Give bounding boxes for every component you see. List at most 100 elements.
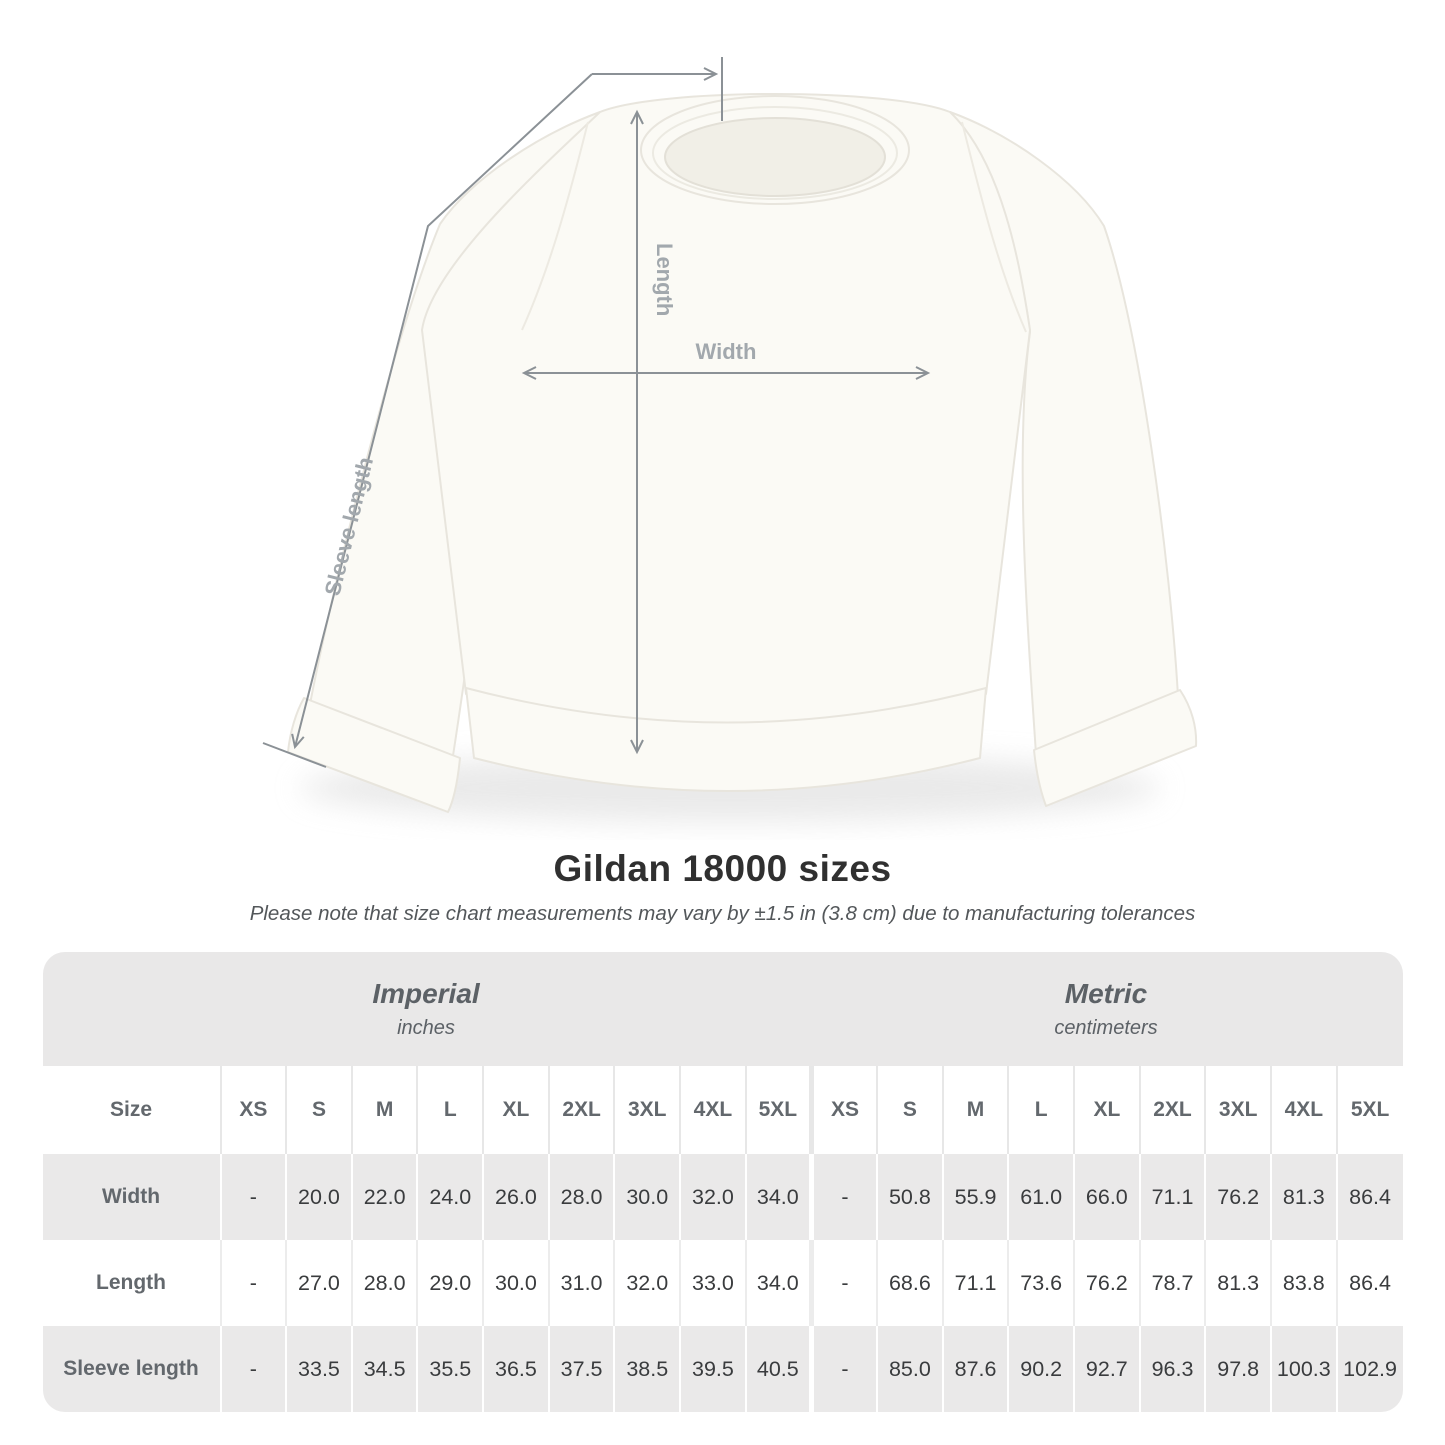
sweatshirt-illustration (287, 93, 1198, 813)
metric-value-cell: 92.7 (1073, 1326, 1140, 1412)
imperial-value-cell: 37.5 (547, 1326, 615, 1412)
metric-value-cell: 86.4 (1335, 1154, 1403, 1240)
imperial-value-cell: 31.0 (547, 1240, 615, 1326)
size-header-metric-2xl: 2XL (1138, 1066, 1206, 1154)
metric-value-cell: 90.2 (1007, 1326, 1075, 1412)
size-header-metric-s: S (876, 1066, 943, 1154)
size-header-imperial-l: L (416, 1066, 484, 1154)
imperial-value-cell: 39.5 (679, 1326, 746, 1412)
metric-value-cell: 87.6 (941, 1326, 1009, 1412)
imperial-value-cell: 32.0 (679, 1154, 746, 1240)
imperial-value-cell: 40.5 (744, 1326, 812, 1412)
width-label: Width (696, 339, 757, 364)
cuff-reference-tick (262, 742, 327, 768)
metric-value-cell: 96.3 (1138, 1326, 1206, 1412)
metric-value-cell: 81.3 (1270, 1154, 1337, 1240)
metric-value-cell: 76.2 (1073, 1240, 1140, 1326)
imperial-value-cell: 22.0 (350, 1154, 418, 1240)
left-armhole-seam (521, 121, 589, 331)
metric-value-cell: 76.2 (1204, 1154, 1271, 1240)
size-header-metric-3xl: 3XL (1204, 1066, 1271, 1154)
metric-value-cell: - (808, 1326, 878, 1412)
metric-value-cell: 55.9 (941, 1154, 1009, 1240)
size-header-imperial-xs: XS (219, 1066, 287, 1154)
imperial-unit: inches (397, 1017, 455, 1039)
imperial-value-cell: - (219, 1326, 287, 1412)
imperial-group-header: Imperial inches (43, 978, 810, 1040)
row-label: Length (42, 1240, 221, 1326)
imperial-value-cell: 34.0 (744, 1240, 812, 1326)
unit-band: Imperial inches Metric centimeters (42, 952, 1403, 1066)
size-header-imperial-s: S (285, 1066, 352, 1154)
size-column-header: Size (42, 1066, 221, 1154)
metric-value-cell: 85.0 (876, 1326, 943, 1412)
measurement-row-width: Width -20.0 22.0 24.0 26.0 28.0 30.0 32.0 34.0-5… (42, 1154, 1403, 1240)
metric-value-cell: 86.4 (1335, 1240, 1403, 1326)
metric-unit: centimeters (1054, 1017, 1158, 1039)
collar-inner (664, 117, 886, 197)
size-table-body: Width -20.0 22.0 24.0 26.0 28.0 30.0 32.0 34.0-5… (42, 1154, 1403, 1412)
metric-title: Metric (1064, 978, 1148, 1009)
size-header-metric-l: L (1007, 1066, 1075, 1154)
measurement-row-sleeve-length: Sleeve length -33.5 34.5 35.5 36.5 37.5 38.5 39… (42, 1326, 1403, 1412)
metric-value-cell: 61.0 (1007, 1154, 1075, 1240)
size-header-metric-m: M (941, 1066, 1009, 1154)
left-cuff (287, 697, 461, 813)
metric-value-cell: 78.7 (1138, 1240, 1206, 1326)
metric-group-header: Metric centimeters (810, 978, 1403, 1040)
size-header-metric-4xl: 4XL (1270, 1066, 1337, 1154)
imperial-value-cell: 36.5 (482, 1326, 549, 1412)
size-header-imperial-5xl: 5XL (744, 1066, 812, 1154)
imperial-value-cell: - (219, 1240, 287, 1326)
imperial-value-cell: 27.0 (285, 1240, 352, 1326)
metric-value-cell: 81.3 (1204, 1240, 1271, 1326)
page-title: Gildan 18000 sizes (553, 848, 892, 889)
imperial-value-cell: 28.0 (350, 1240, 418, 1326)
sleeve-dimension-line (291, 73, 593, 750)
measurement-annotations (262, 57, 931, 768)
imperial-value-cell: 29.0 (416, 1240, 484, 1326)
metric-value-cell: 71.1 (1138, 1154, 1206, 1240)
imperial-title: Imperial (372, 978, 480, 1009)
imperial-value-cell: 30.0 (482, 1240, 549, 1326)
imperial-value-cell: 33.0 (679, 1240, 746, 1326)
size-header-row: Size XS S M L XL 2XL 3XL 4XL 5XL XS S M L XL 2XL 3XL 4XL 5… (42, 1066, 1403, 1154)
size-header-imperial-4xl: 4XL (679, 1066, 746, 1154)
product-figure: Width Length Sleeve length (262, 57, 1198, 822)
heading-block: Gildan 18000 sizes Please note that size… (0, 848, 1445, 926)
size-header-metric-xl: XL (1073, 1066, 1140, 1154)
metric-value-cell: 50.8 (876, 1154, 943, 1240)
sweatshirt-measurement-diagram: Width Length Sleeve length (262, 57, 1198, 822)
imperial-value-cell: 28.0 (547, 1154, 615, 1240)
measurement-row-length: Length -27.0 28.0 29.0 30.0 31.0 32.0 33.0 34.0-… (42, 1240, 1403, 1326)
metric-value-cell: 71.1 (941, 1240, 1009, 1326)
size-header-imperial-3xl: 3XL (613, 1066, 681, 1154)
imperial-value-cell: 32.0 (613, 1240, 681, 1326)
metric-value-cell: 68.6 (876, 1240, 943, 1326)
collar-seam (652, 106, 898, 200)
right-armhole-seam (961, 121, 1027, 333)
tolerance-note: Please note that size chart measurements… (249, 902, 1196, 925)
size-header-imperial-m: M (350, 1066, 418, 1154)
imperial-value-cell: 30.0 (613, 1154, 681, 1240)
imperial-value-cell: 34.5 (350, 1326, 418, 1412)
size-header-imperial-2xl: 2XL (547, 1066, 615, 1154)
imperial-value-cell: 24.0 (416, 1154, 484, 1240)
imperial-value-cell: 35.5 (416, 1326, 484, 1412)
length-label: Length (652, 243, 677, 316)
row-label: Width (42, 1154, 221, 1240)
size-chart: Imperial inches Metric centimeters Size X… (42, 952, 1403, 1412)
size-header-metric-xs: XS (808, 1066, 878, 1154)
metric-value-cell: 102.9 (1335, 1326, 1403, 1412)
imperial-value-cell: 20.0 (285, 1154, 352, 1240)
metric-value-cell: 100.3 (1270, 1326, 1337, 1412)
metric-value-cell: - (808, 1240, 878, 1326)
metric-value-cell: 73.6 (1007, 1240, 1075, 1326)
size-table: Size XS S M L XL 2XL 3XL 4XL 5XL XS S M L XL 2XL 3XL 4XL 5… (42, 1066, 1403, 1412)
metric-value-cell: 97.8 (1204, 1326, 1271, 1412)
imperial-value-cell: 26.0 (482, 1154, 549, 1240)
row-label: Sleeve length (42, 1326, 221, 1412)
imperial-value-cell: 33.5 (285, 1326, 352, 1412)
imperial-value-cell: - (219, 1154, 287, 1240)
